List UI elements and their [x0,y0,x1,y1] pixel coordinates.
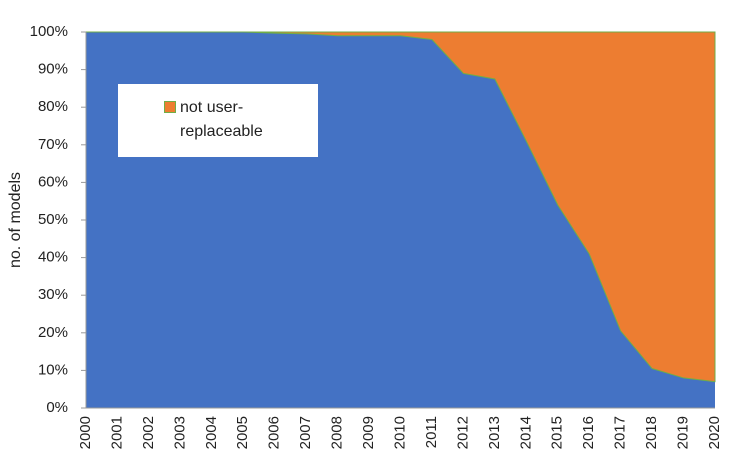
x-tick-label: 2016 [580,416,597,449]
y-tick-label: 0% [46,399,68,416]
y-axis-label: no. of models [7,172,24,268]
x-tick-label: 2006 [266,416,283,449]
x-tick-label: 2009 [360,416,377,449]
x-tick-label: 2015 [549,416,566,449]
y-tick-label: 40% [38,249,68,266]
y-tick-label: 70% [38,136,68,153]
y-tick-label: 80% [38,98,68,115]
x-tick-label: 2000 [77,416,94,449]
x-tick-label: 2008 [329,416,346,449]
x-tick-label: 2017 [612,416,629,449]
y-tick-label: 90% [38,61,68,78]
x-tick-label: 2003 [171,416,188,449]
x-tick-label: 2013 [486,416,503,449]
x-tick-label: 2012 [454,416,471,449]
x-tick-label: 2018 [643,416,660,449]
legend-swatch [164,101,176,113]
x-tick-label: 2001 [108,416,125,449]
y-tick-label: 50% [38,211,68,228]
area [86,31,716,383]
y-tick-label: 60% [38,173,68,190]
x-tick-label: 2011 [423,416,440,448]
x-tick-label: 2005 [234,416,251,449]
x-tick-label: 2010 [391,416,408,449]
legend-label: not user-replaceable [180,99,263,140]
y-tick-label: 30% [38,286,68,303]
x-tick-label: 2004 [203,416,220,449]
y-tick-label: 20% [38,324,68,341]
x-tick-label: 2007 [297,416,314,449]
x-tick-label: 2019 [675,416,692,449]
y-tick-label: 10% [38,361,68,378]
x-tick-label: 2002 [140,416,157,449]
x-tick-label: 2020 [706,416,723,449]
y-tick-label: 100% [30,23,68,40]
x-tick-label: 2014 [517,416,534,449]
legend: not user-replaceable [118,84,318,157]
